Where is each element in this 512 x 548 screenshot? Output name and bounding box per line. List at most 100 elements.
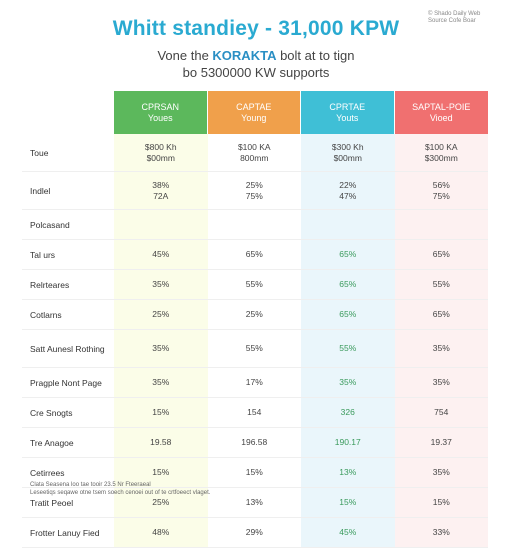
row-label: Relrteares: [30, 279, 70, 290]
table-cell: 55%: [301, 330, 395, 367]
table-cell: 35%: [114, 330, 208, 367]
footnote: Clata Seasena loo tae tooir 23.5 Nr Ftee…: [30, 481, 430, 497]
row-label: Polcasand: [30, 219, 70, 230]
cell-value: $800 Kh: [144, 141, 177, 152]
cell-value: 13%: [245, 497, 263, 507]
cell-value: 35%: [152, 377, 170, 387]
table-cell: 19.58: [114, 428, 208, 457]
comparison-table: CPRSAN Youes CAPTAE Young CPRTAE Youts SAPTAL-…: [22, 91, 488, 548]
table-row: Toue $800 Kh $00mm $100 KA 800mm $300 Kh $00mm…: [22, 134, 488, 172]
table-cell: $100 KA 800mm: [207, 134, 301, 171]
table-cell: 29%: [207, 518, 301, 547]
table-cell: 19.37: [394, 428, 488, 457]
table-cell: 25%: [114, 300, 208, 329]
row-label: Indlel: [30, 185, 51, 196]
table-cell: 35%: [394, 458, 488, 487]
table-cell: 65%: [301, 270, 395, 299]
column-header: CPRTAE Youts: [301, 91, 395, 134]
cell-value: 154: [247, 407, 262, 417]
cell-value: 45%: [152, 249, 170, 259]
cell-value: 19.37: [430, 437, 452, 447]
cell-value: 56%: [432, 179, 450, 190]
subtitle-highlight: KORAKTA: [212, 48, 277, 63]
cell-value: 47%: [339, 190, 357, 201]
table-cell: 25%: [207, 300, 301, 329]
table-cell: 13%: [301, 458, 395, 487]
table-cell: 55%: [207, 330, 301, 367]
table-row: Satt Aunesl Rothing 35% 55% 55% 35%: [22, 330, 488, 368]
corner-note: © Shado Daily Web Source Cofe Boar: [428, 11, 490, 25]
cell-value: 72A: [153, 190, 169, 201]
cell-value: 15%: [245, 467, 263, 477]
table-cell: [207, 210, 301, 239]
table-cell: 55%: [394, 270, 488, 299]
table-cell: $300 Kh $00mm: [301, 134, 395, 171]
table-cell: 35%: [394, 368, 488, 397]
cell-value: $300 Kh: [331, 141, 364, 152]
table-cell: 754: [394, 398, 488, 427]
subtitle-line-2: bo 5300000 KW supports: [182, 65, 330, 80]
table-cell: 22% 47%: [301, 172, 395, 209]
table-cell: 65%: [301, 300, 395, 329]
page-subtitle: Vone the KORAKTA bolt at to tign bo 5300…: [0, 47, 512, 81]
table-cell: 196.58: [207, 428, 301, 457]
table-cell: 326: [301, 398, 395, 427]
cell-value: 190.17: [334, 437, 361, 447]
table-cell: 65%: [394, 300, 488, 329]
row-label: Frotter Lanuy Fied: [30, 527, 100, 538]
table-cell: [114, 210, 208, 239]
cell-value: 25%: [245, 309, 263, 319]
table-row: Pragple Nont Page 35% 17% 35% 35%: [22, 368, 488, 398]
row-label: Pragple Nont Page: [30, 377, 102, 388]
page-title: Whitt standiey - 31,000 KPW: [112, 17, 400, 40]
cell-value: 65%: [339, 249, 357, 259]
cell-value: 196.58: [241, 437, 268, 447]
cell-value: 22%: [339, 179, 357, 190]
table-cell: [301, 210, 395, 239]
cell-value: 17%: [245, 377, 263, 387]
row-label: Cotlarns: [30, 309, 62, 320]
row-label: Satt Aunesl Rothing: [30, 343, 105, 354]
cell-value: 75%: [245, 190, 263, 201]
cell-value: 65%: [339, 279, 357, 289]
cell-value: 35%: [432, 467, 450, 477]
cell-value: 29%: [245, 527, 263, 537]
table-cell: 35%: [301, 368, 395, 397]
cell-value: 15%: [339, 497, 357, 507]
footnote-line: Leseetiqs seqawe otne tsem soech cenoei …: [30, 490, 211, 496]
table-cell: 65%: [301, 240, 395, 269]
cell-value: $100 KA: [237, 141, 271, 152]
column-header-line: CAPTAE: [236, 101, 272, 112]
cell-value: 65%: [339, 309, 357, 319]
table-row: Cre Snogts 15% 154 326 754: [22, 398, 488, 428]
cell-value: 35%: [152, 343, 170, 353]
table-cell: 35%: [394, 330, 488, 367]
cell-value: 35%: [339, 377, 357, 387]
table-cell: 190.17: [301, 428, 395, 457]
table-cell: 15%: [114, 398, 208, 427]
header-spacer: [22, 91, 114, 134]
column-header: CAPTAE Young: [207, 91, 301, 134]
cell-value: 55%: [432, 279, 450, 289]
column-header-line: Young: [241, 112, 267, 123]
cell-value: 754: [434, 407, 449, 417]
cell-value: 25%: [245, 179, 263, 190]
row-label: Cetirrees: [30, 467, 65, 478]
cell-value: 65%: [245, 249, 263, 259]
table-cell: 154: [207, 398, 301, 427]
subtitle-text: bolt at to tign: [276, 48, 355, 63]
cell-value: $100 KA: [424, 141, 458, 152]
cell-value: $00mm: [146, 152, 175, 163]
table-cell: 65%: [207, 240, 301, 269]
table-cell: 15%: [114, 458, 208, 487]
cell-value: 35%: [432, 377, 450, 387]
table-row: Cetirrees 15% 15% 13% 35%: [22, 458, 488, 488]
footnote-line: Clata Seasena loo tae tooir 23.5 Nr Ftee…: [30, 482, 151, 488]
column-header: SAPTAL-POIE Vioed: [394, 91, 488, 134]
table-cell: 45%: [114, 240, 208, 269]
table-row: Indlel 38% 72A 25% 75% 22% 47% 56% 75%: [22, 172, 488, 210]
table-cell: 38% 72A: [114, 172, 208, 209]
column-header-line: CPRTAE: [329, 101, 366, 112]
table-cell: 33%: [394, 518, 488, 547]
cell-value: 19.58: [150, 437, 172, 447]
